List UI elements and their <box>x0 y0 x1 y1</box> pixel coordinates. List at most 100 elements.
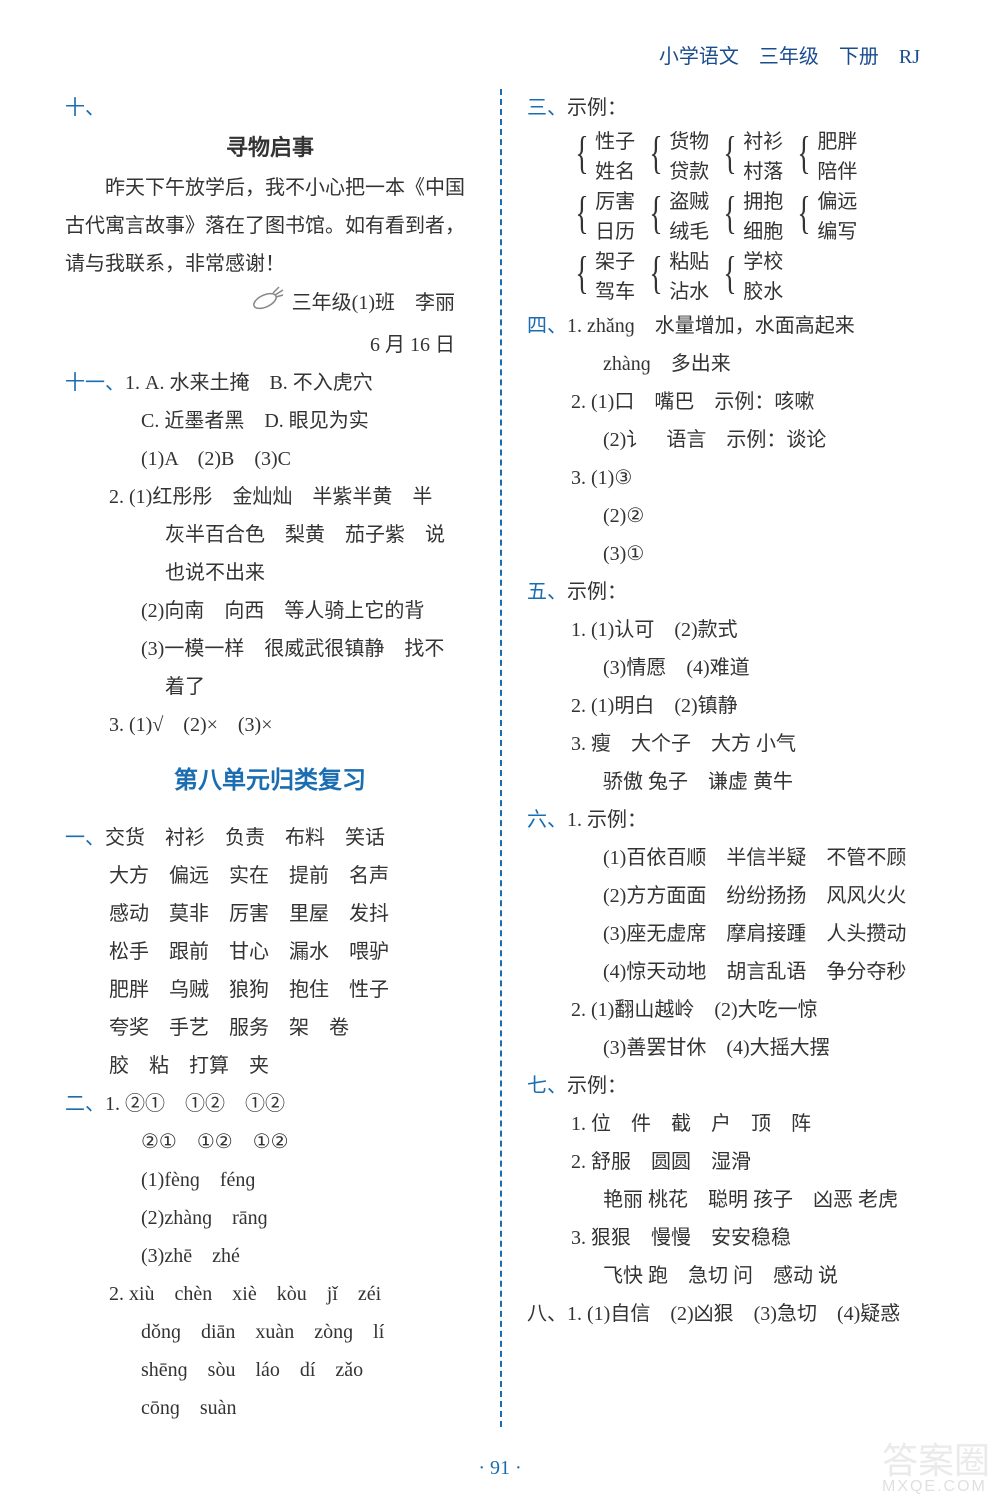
sec7-1: 1. 位 件 截 户 顶 阵 <box>527 1105 935 1143</box>
u2-1c: (1)fènɡ fénɡ <box>65 1161 475 1199</box>
brace-icon: { <box>798 127 811 187</box>
q2a: 2. (1)红彤彤 金灿灿 半紫半黄 半 <box>65 478 475 516</box>
notice-sig1: 三年级(1)班 李丽 <box>65 283 475 326</box>
u2-2a: 2. xiù chèn xiè kòu jǐ zéi <box>65 1275 475 1313</box>
section-5: 五、示例： 1. (1)认可 (2)款式 (3)情愿 (4)难道 2. (1)明… <box>527 573 935 801</box>
sec10-label: 十、 <box>65 97 105 119</box>
sec5-1b: (3)情愿 (4)难道 <box>527 649 935 687</box>
q2f: 着了 <box>65 668 475 706</box>
u1-l1: 大方 偏远 实在 提前 名声 <box>65 857 475 895</box>
brace-group: {衬衫村落 <box>719 127 783 187</box>
brace-item: 肥胖 <box>817 127 857 157</box>
u2-1a: 1. ②① ①② ①② <box>105 1093 285 1115</box>
brace-item: 绒毛 <box>669 217 709 247</box>
watermark: 答案圈 MXQE.COM <box>882 1443 990 1495</box>
brace-item: 胶水 <box>743 277 783 307</box>
brace-items: 货物贷款 <box>669 127 709 187</box>
brace-item: 衬衫 <box>743 127 783 157</box>
brace-item: 村落 <box>743 157 783 187</box>
u2-2d: cōnɡ suàn <box>65 1389 475 1427</box>
q2c: 也说不出来 <box>65 554 475 592</box>
brace-icon: { <box>650 127 663 187</box>
notice-body: 昨天下午放学后，我不小心把一本《中国古代寓言故事》落在了图书馆。如有看到者，请与… <box>65 169 475 283</box>
sec7-intro: 示例： <box>567 1075 627 1097</box>
notice-sig1-text: 三年级(1)班 李丽 <box>292 292 455 314</box>
sec7-label: 七、 <box>527 1075 567 1097</box>
u2-1b: ②① ①② ①② <box>65 1123 475 1161</box>
left-column: 十、 寻物启事 昨天下午放学后，我不小心把一本《中国古代寓言故事》落在了图书馆。… <box>50 89 500 1427</box>
u2-1e: (3)zhē zhé <box>65 1237 475 1275</box>
sec4-1b: zhànɡ 多出来 <box>527 345 935 383</box>
brace-item: 编写 <box>817 217 857 247</box>
section-7: 七、示例： 1. 位 件 截 户 顶 阵 2. 舒服 圆圆 湿滑 艳丽 桃花 聪… <box>527 1067 935 1295</box>
brace-items: 盗贼绒毛 <box>669 187 709 247</box>
sec5-3a: 3. 瘦 大个子 大方 小气 <box>527 725 935 763</box>
page-body: 十、 寻物启事 昨天下午放学后，我不小心把一本《中国古代寓言故事》落在了图书馆。… <box>50 89 950 1427</box>
section-6: 六、1. 示例： (1)百依百顺 半信半疑 不管不顾 (2)方方面面 纷纷扬扬 … <box>527 801 935 1067</box>
brace-icon: { <box>575 247 588 307</box>
brace-icon: { <box>575 187 588 247</box>
brace-item: 学校 <box>743 247 783 277</box>
brace-item: 沾水 <box>669 277 709 307</box>
brace-item: 陪伴 <box>817 157 857 187</box>
watermark-small: MXQE.COM <box>882 1479 990 1495</box>
brace-items: 架子驾车 <box>595 247 635 307</box>
u2-2b: dǒnɡ diān xuàn zònɡ lí <box>65 1313 475 1351</box>
brace-items: 拥抱细胞 <box>743 187 783 247</box>
brace-items: 学校胶水 <box>743 247 783 307</box>
brace-group: {拥抱细胞 <box>719 187 783 247</box>
brace-icon: { <box>575 127 588 187</box>
u2-label: 二、 <box>65 1093 105 1115</box>
u1-l4: 肥胖 乌贼 狼狗 抱住 性子 <box>65 971 475 1009</box>
carrot-icon <box>247 283 287 326</box>
brace-items: 性子姓名 <box>595 127 635 187</box>
brace-items: 粘贴沾水 <box>669 247 709 307</box>
sec6-label: 六、 <box>527 809 567 831</box>
brace-row: {架子驾车{粘贴沾水{学校胶水 <box>527 247 935 307</box>
sec4-2b: (2)讠 语言 示例：谈论 <box>527 421 935 459</box>
u1-l5: 夸奖 手艺 服务 架 卷 <box>65 1009 475 1047</box>
sec4-3c: (3)① <box>527 535 935 573</box>
sec4-label: 四、 <box>527 315 567 337</box>
sec6-1-1: (2)方方面面 纷纷扬扬 风风火火 <box>527 877 935 915</box>
brace-row: {厉害日历{盗贼绒毛{拥抱细胞{偏远编写 <box>527 187 935 247</box>
u1-l2: 感动 莫非 厉害 里屋 发抖 <box>65 895 475 933</box>
brace-icon: { <box>724 247 737 307</box>
brace-item: 驾车 <box>595 277 635 307</box>
brace-item: 偏远 <box>817 187 857 217</box>
sec4-1a: 1. zhǎnɡ 水量增加，水面高起来 <box>567 315 855 337</box>
sec5-1a: 1. (1)认可 (2)款式 <box>527 611 935 649</box>
q3: 3. (1)√ (2)× (3)× <box>65 706 475 744</box>
sec3-intro: 示例： <box>567 97 627 119</box>
brace-items: 偏远编写 <box>817 187 857 247</box>
section-3: 三、示例： {性子姓名{货物贷款{衬衫村落{肥胖陪伴{厉害日历{盗贼绒毛{拥抱细… <box>527 89 935 307</box>
sec6-2b: (3)善罢甘休 (4)大摇大摆 <box>527 1029 935 1067</box>
brace-item: 货物 <box>669 127 709 157</box>
brace-group: {厉害日历 <box>571 187 635 247</box>
u1-l6: 胶 粘 打算 夹 <box>65 1047 475 1085</box>
watermark-big: 答案圈 <box>882 1440 990 1481</box>
u1-l3: 松手 跟前 甘心 漏水 喂驴 <box>65 933 475 971</box>
brace-item: 盗贼 <box>669 187 709 217</box>
sec6-1-0: (1)百依百顺 半信半疑 不管不顾 <box>527 839 935 877</box>
q2b: 灰半百合色 梨黄 茄子紫 说 <box>65 516 475 554</box>
sec5-intro: 示例： <box>567 581 627 603</box>
unit8-title: 第八单元归类复习 <box>65 759 475 805</box>
brace-group: {肥胖陪伴 <box>793 127 857 187</box>
brace-group: {盗贼绒毛 <box>645 187 709 247</box>
brace-item: 贷款 <box>669 157 709 187</box>
section-10: 十、 寻物启事 昨天下午放学后，我不小心把一本《中国古代寓言故事》落在了图书馆。… <box>65 89 475 364</box>
sec6-1intro: 1. 示例： <box>567 809 647 831</box>
brace-icon: { <box>798 187 811 247</box>
u2-2c: shēnɡ sòu láo dí zǎo <box>65 1351 475 1389</box>
brace-group: {性子姓名 <box>571 127 635 187</box>
notice-title: 寻物启事 <box>65 127 475 169</box>
u1-l0: 交货 衬衫 负责 布料 笑话 <box>105 827 385 849</box>
unit8-sec1: 一、交货 衬衫 负责 布料 笑话 大方 偏远 实在 提前 名声 感动 莫非 厉害… <box>65 819 475 1085</box>
brace-items: 肥胖陪伴 <box>817 127 857 187</box>
brace-item: 粘贴 <box>669 247 709 277</box>
brace-items: 厉害日历 <box>595 187 635 247</box>
page-number: · 91 · <box>0 1457 1000 1480</box>
sec4-3b: (2)② <box>527 497 935 535</box>
sec5-3b: 骄傲 兔子 谦虚 黄牛 <box>527 763 935 801</box>
